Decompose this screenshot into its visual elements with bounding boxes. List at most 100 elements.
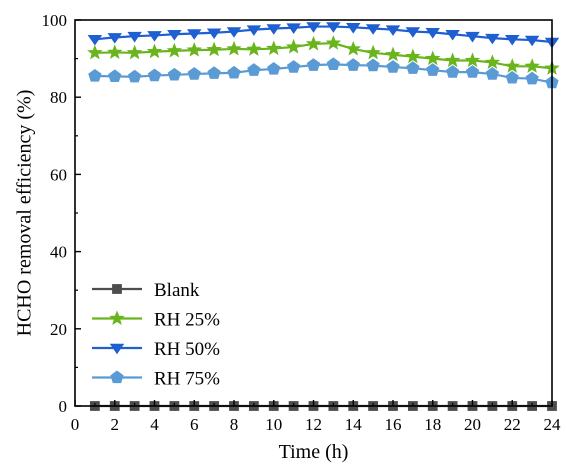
series-rh-25 <box>87 35 560 75</box>
data-point-rh-75 <box>187 67 201 80</box>
data-point-rh-75 <box>366 58 380 72</box>
data-point-rh-25 <box>266 40 282 56</box>
x-tick-label: 16 <box>385 415 402 434</box>
series-line-rh-50 <box>94 25 553 44</box>
data-point-rh-50 <box>485 33 500 45</box>
data-point-rh-25 <box>285 38 302 54</box>
data-point-rh-25 <box>345 40 361 56</box>
x-tick-label: 14 <box>345 415 363 434</box>
data-point-rh-75 <box>127 69 142 83</box>
data-point-rh-75 <box>386 60 400 73</box>
y-axis-title: HCHO removal efficiency (%) <box>14 90 36 337</box>
data-point-rh-50 <box>405 27 421 38</box>
data-point-rh-75 <box>346 58 360 71</box>
data-point-rh-50 <box>425 28 441 39</box>
data-point-rh-25 <box>405 48 421 64</box>
data-point-rh-50 <box>365 24 381 35</box>
data-point-rh-75 <box>207 66 221 79</box>
data-point-rh-50 <box>524 35 540 47</box>
series-line-rh-75 <box>94 63 553 84</box>
y-tick-label: 20 <box>50 320 67 339</box>
data-point-rh-25 <box>186 41 202 57</box>
data-point-rh-50 <box>504 35 520 46</box>
series-rh-50 <box>87 22 560 49</box>
x-axis-title: Time (h) <box>279 441 349 463</box>
data-point-rh-25 <box>226 40 242 56</box>
legend: Blank RH 25% RH 50% RH 75% <box>92 280 220 390</box>
x-tick-label: 10 <box>265 415 282 434</box>
data-point-rh-75 <box>108 69 122 83</box>
data-point-rh-25 <box>166 42 183 58</box>
data-point-rh-25 <box>385 46 401 62</box>
data-point-rh-75 <box>286 60 301 73</box>
data-point-rh-25 <box>484 54 501 70</box>
y-tick-label: 60 <box>50 165 67 184</box>
x-tick-label: 2 <box>111 415 120 434</box>
y-tick-label: 100 <box>42 11 68 30</box>
data-point-rh-75 <box>525 71 539 85</box>
data-point-rh-50 <box>167 29 182 41</box>
legend-swatch-marker <box>112 284 122 294</box>
data-point-rh-25 <box>305 35 322 51</box>
data-point-rh-50 <box>87 35 103 46</box>
data-point-rh-50 <box>326 22 341 33</box>
data-point-rh-75 <box>306 58 321 71</box>
data-point-rh-75 <box>247 63 261 76</box>
x-tick-label: 18 <box>424 415 441 434</box>
data-point-rh-50 <box>266 24 282 35</box>
data-point-rh-75 <box>406 61 420 74</box>
data-point-rh-50 <box>246 25 262 36</box>
data-point-rh-25 <box>146 43 163 59</box>
legend-swatch-marker <box>109 343 125 355</box>
legend-item-rh-75: RH 75% <box>92 369 220 390</box>
data-point-rh-50 <box>445 29 460 41</box>
legend-swatch-marker <box>110 370 124 384</box>
data-point-rh-75 <box>267 62 281 75</box>
x-tick-label: 4 <box>150 415 159 434</box>
data-point-rh-25 <box>87 44 103 60</box>
data-point-rh-75 <box>167 67 182 81</box>
x-tick-label: 8 <box>230 415 239 434</box>
data-point-rh-50 <box>286 23 301 34</box>
legend-label: RH 50% <box>154 339 220 360</box>
y-tick-label: 40 <box>50 243 67 262</box>
data-point-rh-25 <box>524 58 540 73</box>
data-point-rh-50 <box>226 27 242 38</box>
data-point-rh-50 <box>186 29 202 40</box>
data-point-rh-25 <box>246 41 262 56</box>
x-tick-label: 24 <box>544 415 562 434</box>
data-point-rh-25 <box>325 35 342 50</box>
data-point-rh-25 <box>464 52 481 68</box>
data-point-rh-50 <box>465 31 480 43</box>
data-point-rh-25 <box>425 50 441 66</box>
data-point-rh-50 <box>306 22 321 33</box>
data-point-rh-50 <box>345 23 361 34</box>
data-point-rh-25 <box>444 52 461 68</box>
x-tick-label: 6 <box>190 415 199 434</box>
plot-frame <box>74 19 553 407</box>
legend-swatch-marker <box>109 310 125 326</box>
data-point-rh-50 <box>127 31 142 43</box>
legend-label: RH 25% <box>154 310 220 331</box>
legend-label: Blank <box>154 280 200 301</box>
data-point-rh-75 <box>426 63 440 76</box>
series-rh-75 <box>88 57 559 89</box>
data-point-rh-50 <box>206 28 222 39</box>
data-point-rh-25 <box>107 44 123 59</box>
data-point-rh-25 <box>126 44 143 60</box>
data-point-rh-50 <box>107 33 123 44</box>
x-tick-label: 12 <box>305 415 322 434</box>
data-point-rh-75 <box>465 65 480 78</box>
x-tick-label: 22 <box>504 415 521 434</box>
legend-label: RH 75% <box>154 369 220 390</box>
data-point-rh-75 <box>88 68 102 82</box>
data-point-rh-75 <box>505 70 519 84</box>
data-point-rh-75 <box>227 65 241 79</box>
data-point-rh-75 <box>445 65 460 78</box>
data-point-rh-25 <box>504 58 520 73</box>
legend-item-rh-25: RH 25% <box>92 310 220 331</box>
data-point-rh-75 <box>147 68 162 82</box>
data-point-rh-75 <box>485 67 500 80</box>
